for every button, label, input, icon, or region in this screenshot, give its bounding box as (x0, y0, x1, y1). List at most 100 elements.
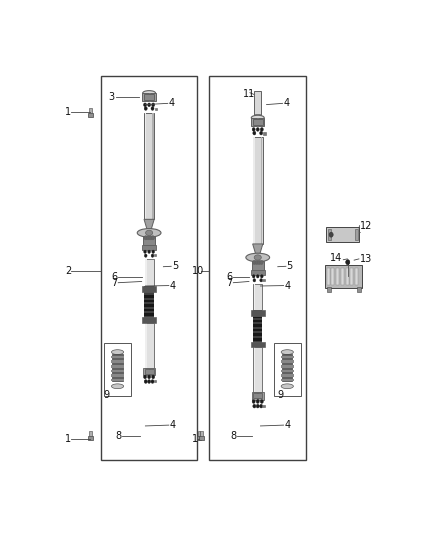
Text: 7: 7 (226, 278, 233, 288)
Bar (327, 287, 332, 292)
Bar (254, 91, 261, 115)
Bar (142, 93, 148, 101)
Circle shape (145, 254, 147, 257)
Bar (150, 93, 156, 101)
Bar (145, 321, 154, 322)
Bar (252, 392, 257, 400)
Text: 3: 3 (108, 92, 114, 102)
Circle shape (252, 127, 255, 131)
Ellipse shape (111, 350, 124, 354)
Bar (258, 118, 265, 126)
Bar (355, 268, 358, 285)
Bar (145, 286, 154, 322)
Polygon shape (253, 244, 263, 254)
Ellipse shape (137, 229, 161, 237)
Bar (254, 348, 255, 392)
Ellipse shape (281, 384, 293, 389)
Bar (145, 112, 146, 219)
Bar (350, 268, 353, 285)
Circle shape (144, 250, 146, 253)
Bar (253, 322, 262, 324)
Bar (145, 316, 154, 318)
Bar (145, 322, 154, 368)
Bar (111, 370, 124, 372)
Circle shape (346, 260, 350, 265)
Circle shape (261, 274, 263, 278)
Bar (111, 365, 124, 368)
Bar (198, 431, 200, 436)
Circle shape (151, 379, 154, 383)
Circle shape (152, 375, 155, 379)
Text: 2: 2 (65, 266, 71, 276)
Bar (341, 268, 344, 285)
Bar (209, 76, 306, 460)
Bar (101, 76, 197, 460)
Bar (253, 345, 262, 348)
Text: 6: 6 (111, 272, 117, 282)
Bar (111, 374, 124, 377)
Bar (281, 360, 294, 363)
Circle shape (144, 103, 147, 107)
Bar (145, 293, 154, 295)
Circle shape (148, 375, 151, 379)
Bar (150, 368, 155, 375)
Text: 1: 1 (192, 434, 198, 443)
Bar (145, 322, 147, 368)
Circle shape (152, 103, 155, 107)
Circle shape (255, 260, 258, 264)
Circle shape (146, 236, 150, 240)
Text: 9: 9 (277, 390, 283, 400)
Bar (113, 354, 123, 382)
Ellipse shape (143, 91, 155, 95)
Bar (253, 137, 263, 244)
Bar (143, 368, 148, 375)
Ellipse shape (111, 384, 124, 389)
Bar (111, 379, 124, 382)
Bar (143, 236, 155, 245)
Ellipse shape (251, 115, 264, 120)
Circle shape (253, 405, 256, 408)
Text: 5: 5 (286, 261, 293, 271)
Bar (88, 436, 93, 440)
Bar (144, 112, 154, 219)
Circle shape (260, 279, 262, 282)
Circle shape (144, 236, 148, 240)
Bar (346, 268, 349, 285)
Bar (142, 245, 156, 250)
Text: 11: 11 (243, 90, 255, 99)
Ellipse shape (281, 350, 293, 354)
Bar (145, 259, 147, 286)
Ellipse shape (254, 255, 261, 260)
Bar (145, 311, 154, 313)
Text: 14: 14 (330, 253, 343, 263)
Bar (253, 336, 262, 338)
Bar (253, 393, 262, 398)
Bar (145, 302, 154, 304)
Circle shape (256, 274, 259, 278)
Bar (281, 365, 294, 368)
Circle shape (253, 131, 256, 135)
Bar (155, 108, 157, 110)
Bar (262, 405, 265, 407)
Bar (145, 288, 154, 290)
Bar (145, 259, 154, 286)
Bar (253, 327, 262, 329)
Text: 4: 4 (169, 99, 175, 108)
Bar (281, 379, 294, 382)
Circle shape (148, 379, 151, 383)
Circle shape (260, 405, 263, 408)
Text: 5: 5 (172, 261, 178, 271)
Bar (357, 287, 361, 292)
Bar (355, 229, 358, 240)
Bar (258, 392, 264, 400)
Text: 9: 9 (103, 390, 110, 400)
Bar (261, 137, 262, 244)
Bar (253, 119, 263, 125)
Bar (88, 113, 93, 117)
Circle shape (151, 254, 154, 257)
Text: 4: 4 (170, 420, 176, 430)
Circle shape (152, 250, 155, 253)
Bar (145, 297, 154, 300)
Circle shape (252, 400, 255, 403)
Text: 12: 12 (360, 221, 372, 231)
